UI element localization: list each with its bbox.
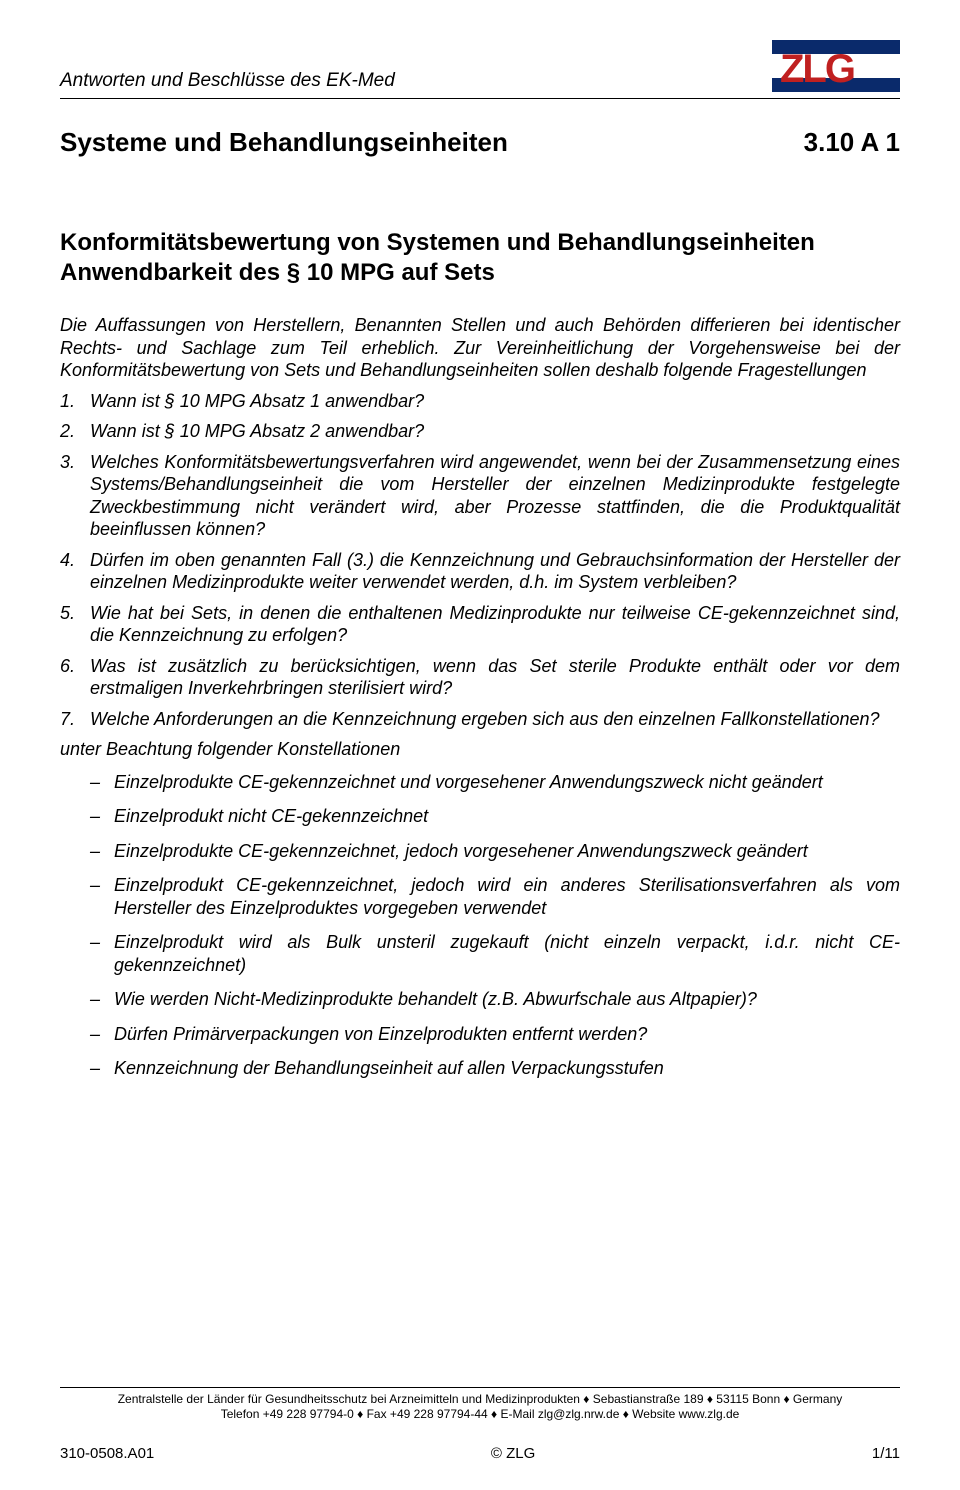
konstellation-item: Dürfen Primärverpackungen von Einzelprod… <box>90 1023 900 1046</box>
konstellationen-heading: unter Beachtung folgender Konstellatione… <box>60 738 900 761</box>
footer-doc-number: 310-0508.A01 <box>60 1445 154 1462</box>
title-row: Systeme und Behandlungseinheiten 3.10 A … <box>60 127 900 158</box>
konstellation-item: Wie werden Nicht-Medizinprodukte behande… <box>90 988 900 1011</box>
konstellationen-list: Einzelprodukte CE-gekennzeichnet und vor… <box>60 771 900 1080</box>
question-item: 6. Was ist zusätzlich zu berücksichtigen,… <box>60 655 900 700</box>
zlg-logo: ZLG <box>772 40 900 92</box>
footer-rule <box>60 1387 900 1388</box>
question-text: Wann ist § 10 MPG Absatz 2 anwendbar? <box>90 421 424 441</box>
doc-code: 3.10 A 1 <box>804 127 900 158</box>
page-title: Systeme und Behandlungseinheiten <box>60 127 508 158</box>
question-item: 3. Welches Konformitätsbewertungsverfahre… <box>60 451 900 541</box>
question-item: 4. Dürfen im oben genannten Fall (3.) die… <box>60 549 900 594</box>
konstellation-item: Einzelprodukte CE-gekennzeichnet, jedoch… <box>90 840 900 863</box>
question-item: 5. Wie hat bei Sets, in denen die enthalt… <box>60 602 900 647</box>
question-number: 3. <box>60 451 75 474</box>
footer-org-line2: Telefon +49 228 97794-0 ♦ Fax +49 228 97… <box>60 1407 900 1423</box>
question-number: 7. <box>60 708 75 731</box>
question-number: 1. <box>60 390 75 413</box>
konstellation-item: Einzelprodukt nicht CE-gekennzeichnet <box>90 805 900 828</box>
question-text: Dürfen im oben genannten Fall (3.) die K… <box>90 550 900 593</box>
svg-text:ZLG: ZLG <box>780 47 854 91</box>
question-number: 6. <box>60 655 75 678</box>
section-heading: Konformitätsbewertung von Systemen und B… <box>60 228 900 288</box>
header-doc-title: Antworten und Beschlüsse des EK-Med <box>60 70 395 92</box>
footer-org-line1: Zentralstelle der Länder für Gesundheits… <box>60 1392 900 1408</box>
footer-copyright: © ZLG <box>491 1445 535 1462</box>
page-footer: Zentralstelle der Länder für Gesundheits… <box>60 1387 900 1462</box>
question-number: 2. <box>60 420 75 443</box>
question-number: 4. <box>60 549 75 572</box>
question-item: 1. Wann ist § 10 MPG Absatz 1 anwendbar? <box>60 390 900 413</box>
numbered-questions: 1. Wann ist § 10 MPG Absatz 1 anwendbar? 2… <box>60 390 900 731</box>
konstellation-item: Kennzeichnung der Behandlungseinheit auf… <box>90 1057 900 1080</box>
question-text: Welche Anforderungen an die Kennzeichnun… <box>90 709 880 729</box>
konstellation-item: Einzelprodukt CE-gekennzeichnet, jedoch … <box>90 874 900 919</box>
question-item: 2. Wann ist § 10 MPG Absatz 2 anwendbar? <box>60 420 900 443</box>
footer-page-number: 1/11 <box>872 1445 900 1462</box>
konstellation-item: Einzelprodukt wird als Bulk unsteril zug… <box>90 931 900 976</box>
question-text: Wann ist § 10 MPG Absatz 1 anwendbar? <box>90 391 424 411</box>
footer-bottom-row: 310-0508.A01 © ZLG 1/11 <box>60 1445 900 1462</box>
intro-paragraph: Die Auffassungen von Herstellern, Benann… <box>60 314 900 382</box>
question-number: 5. <box>60 602 75 625</box>
question-text: Wie hat bei Sets, in denen die enthalten… <box>90 603 900 646</box>
question-text: Welches Konformitätsbewertungsverfahren … <box>90 452 900 540</box>
konstellation-item: Einzelprodukte CE-gekennzeichnet und vor… <box>90 771 900 794</box>
question-text: Was ist zusätzlich zu berücksichtigen, w… <box>90 656 900 699</box>
page-header: Antworten und Beschlüsse des EK-Med ZLG <box>60 40 900 99</box>
question-item: 7. Welche Anforderungen an die Kennzeichn… <box>60 708 900 731</box>
